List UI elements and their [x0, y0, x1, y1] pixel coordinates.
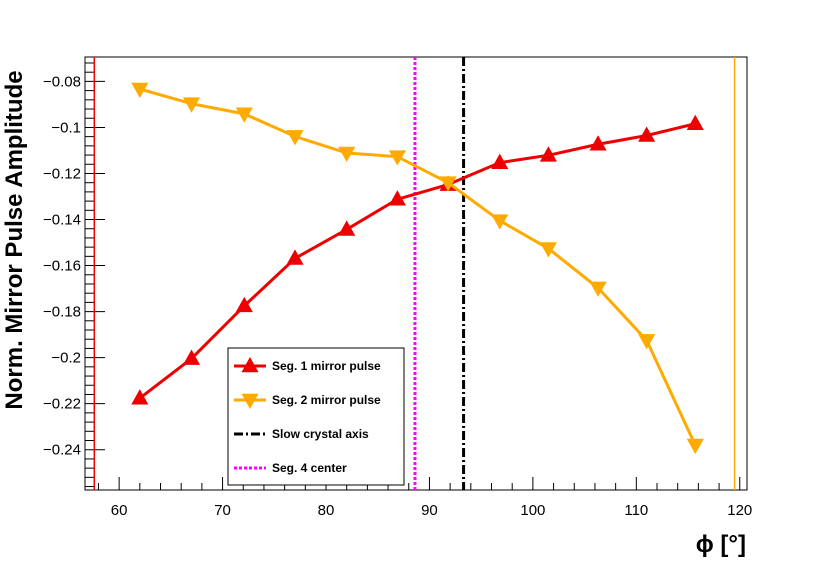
series-1-point [539, 146, 557, 162]
y-tick-label: −0.2 [51, 350, 81, 367]
series-1-point [589, 135, 607, 151]
x-tick-label: 120 [727, 502, 752, 519]
series-line-2 [139, 87, 697, 446]
legend-label: Slow crystal axis [272, 427, 369, 441]
y-tick-label: −0.18 [43, 304, 81, 321]
x-tick-label: 70 [214, 502, 231, 519]
series-1-point [686, 114, 704, 131]
x-tick-label: 80 [318, 502, 335, 519]
series-1-point [338, 220, 356, 236]
x-tick-label: 60 [111, 502, 128, 519]
y-tick-label: −0.08 [43, 73, 81, 90]
y-axis-title: Norm. Mirror Pulse Amplitude [1, 70, 28, 409]
x-axis-title: ϕ [°] [696, 531, 746, 558]
legend-marker [241, 393, 259, 409]
series-1-point [182, 349, 201, 365]
series-2-point [638, 334, 656, 350]
series-2-point [686, 438, 704, 455]
series-2-point [338, 146, 356, 162]
x-tick-label: 100 [520, 502, 545, 519]
series-2-point [182, 97, 201, 113]
y-tick-label: −0.24 [43, 442, 81, 459]
legend-label: Seg. 1 mirror pulse [272, 359, 381, 373]
y-tick-label: −0.14 [43, 212, 81, 229]
series-2-point [539, 242, 557, 258]
y-tick-label: −0.16 [43, 258, 81, 275]
legend-marker [241, 357, 259, 373]
series-1-point [235, 296, 253, 313]
series-1-point [638, 126, 656, 142]
series-2-point [589, 281, 607, 297]
legend-label: Seg. 4 center [272, 461, 347, 475]
y-tick-label: −0.1 [51, 119, 81, 136]
series-2-point [491, 214, 509, 230]
series-2-point [286, 130, 304, 146]
series-2-point [439, 176, 457, 192]
x-tick-label: 90 [421, 502, 438, 519]
y-tick-label: −0.22 [43, 396, 81, 413]
series-1-point [491, 153, 509, 169]
series-2-point [235, 107, 253, 123]
y-tick-label: −0.12 [43, 165, 81, 182]
series-1-point [388, 190, 406, 206]
x-tick-label: 110 [624, 502, 648, 519]
series-1-point [286, 249, 304, 265]
series-1-point [131, 389, 149, 405]
series-2-point [131, 82, 149, 98]
legend-label: Seg. 2 mirror pulse [272, 393, 381, 407]
series-line-1 [138, 122, 696, 400]
series-2-point [388, 150, 406, 166]
